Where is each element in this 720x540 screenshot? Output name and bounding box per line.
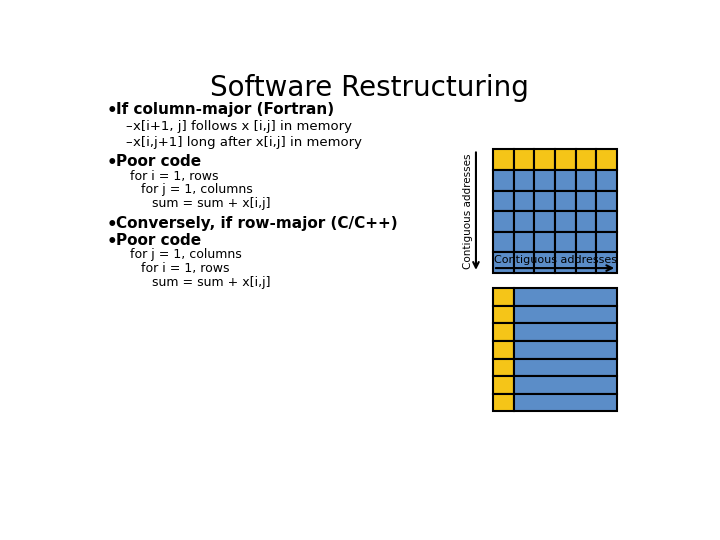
- Bar: [493, 252, 513, 273]
- Bar: [534, 170, 555, 191]
- Bar: [596, 232, 617, 252]
- Text: for j = 1, columns: for j = 1, columns: [141, 184, 253, 197]
- Bar: [555, 191, 576, 211]
- Text: Contiguous addresses: Contiguous addresses: [493, 255, 616, 265]
- Bar: [493, 394, 513, 411]
- Text: •: •: [107, 215, 117, 234]
- Bar: [493, 341, 513, 359]
- Bar: [493, 150, 513, 170]
- Text: Conversely, if row-major (C/C++): Conversely, if row-major (C/C++): [116, 215, 397, 231]
- Bar: [596, 191, 617, 211]
- Bar: [576, 232, 596, 252]
- Text: for j = 1, columns: for j = 1, columns: [130, 248, 242, 261]
- Bar: [555, 252, 576, 273]
- Text: for i = 1, rows: for i = 1, rows: [141, 262, 230, 275]
- Bar: [493, 211, 513, 232]
- Bar: [576, 150, 596, 170]
- Bar: [513, 359, 617, 376]
- Bar: [513, 232, 534, 252]
- Bar: [576, 211, 596, 232]
- Text: If column-major (Fortran): If column-major (Fortran): [116, 102, 333, 117]
- Bar: [596, 170, 617, 191]
- Bar: [576, 191, 596, 211]
- Text: Poor code: Poor code: [116, 233, 201, 248]
- Bar: [576, 252, 596, 273]
- Bar: [513, 150, 534, 170]
- Text: –: –: [125, 120, 132, 133]
- Text: Software Restructuring: Software Restructuring: [210, 74, 528, 102]
- Text: sum = sum + x[i,j]: sum = sum + x[i,j]: [152, 276, 271, 289]
- Bar: [596, 252, 617, 273]
- Text: Contiguous addresses: Contiguous addresses: [463, 153, 473, 269]
- Bar: [513, 323, 617, 341]
- Text: •: •: [107, 154, 117, 172]
- Bar: [493, 306, 513, 323]
- Bar: [576, 170, 596, 191]
- Bar: [513, 252, 534, 273]
- Bar: [513, 288, 617, 306]
- Bar: [493, 170, 513, 191]
- Bar: [555, 150, 576, 170]
- Bar: [555, 232, 576, 252]
- Bar: [513, 376, 617, 394]
- Bar: [596, 211, 617, 232]
- Bar: [534, 211, 555, 232]
- Bar: [493, 232, 513, 252]
- Bar: [493, 323, 513, 341]
- Bar: [493, 359, 513, 376]
- Bar: [493, 376, 513, 394]
- Bar: [534, 252, 555, 273]
- Bar: [513, 211, 534, 232]
- Bar: [596, 150, 617, 170]
- Text: Poor code: Poor code: [116, 154, 201, 169]
- Bar: [513, 170, 534, 191]
- Bar: [493, 288, 513, 306]
- Bar: [555, 170, 576, 191]
- Bar: [534, 150, 555, 170]
- Bar: [513, 341, 617, 359]
- Text: •: •: [107, 102, 117, 120]
- Text: –: –: [125, 136, 132, 148]
- Bar: [513, 394, 617, 411]
- Bar: [534, 191, 555, 211]
- Text: for i = 1, rows: for i = 1, rows: [130, 170, 219, 183]
- Text: •: •: [107, 233, 117, 251]
- Bar: [513, 191, 534, 211]
- Text: x[i+1, j] follows x [i,j] in memory: x[i+1, j] follows x [i,j] in memory: [132, 120, 351, 133]
- Text: sum = sum + x[i,j]: sum = sum + x[i,j]: [152, 197, 271, 210]
- Bar: [555, 211, 576, 232]
- Text: x[i,j+1] long after x[i,j] in memory: x[i,j+1] long after x[i,j] in memory: [132, 136, 361, 148]
- Bar: [493, 191, 513, 211]
- Bar: [534, 232, 555, 252]
- Bar: [513, 306, 617, 323]
